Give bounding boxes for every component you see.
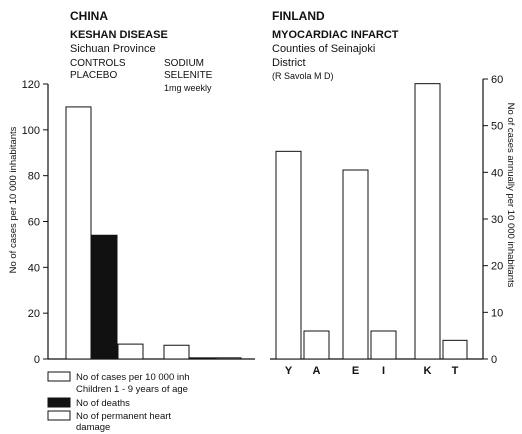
china-subtitle-2: Sichuan Province <box>70 43 156 55</box>
china-y-tick-label: 40 <box>28 262 40 274</box>
finland-y-tick-label: 10 <box>491 307 503 319</box>
finland-bar-k <box>414 83 441 360</box>
china-bar-cases-selenite <box>163 344 190 360</box>
legend-swatch-heart-damage <box>47 410 71 421</box>
finland-title: FINLAND <box>272 9 325 23</box>
china-subtitle-1: KESHAN DISEASE <box>70 29 168 41</box>
finland-y-tick-label: 50 <box>491 121 503 133</box>
finland-bar-i <box>370 330 397 360</box>
finland-y-axis-label: No of cases annually per 10 000 inhabita… <box>505 103 516 288</box>
china-bar-deaths-placebo <box>91 234 118 360</box>
china-y-axis-label: No of cases per 10 000 inhabitants <box>8 126 19 273</box>
china-y-tick-label: 60 <box>28 217 40 229</box>
legend-text-deaths: No of deaths <box>76 398 130 409</box>
legend-text-heart-damage-1: No of permanent heart <box>76 411 171 422</box>
legend-swatch-deaths <box>47 397 71 408</box>
finland-y-tick-label: 30 <box>491 214 503 226</box>
finland-bar-t <box>442 339 468 360</box>
legend-text-heart-damage-2: damage <box>76 422 110 433</box>
finland-x-tick-label: K <box>424 365 432 377</box>
finland-x-tick-label: I <box>382 365 385 377</box>
group-label-selenite-3: 1mg weekly <box>164 83 212 93</box>
finland-y-tick-label: 40 <box>491 167 503 179</box>
group-label-selenite-2: SELENITE <box>164 70 213 81</box>
finland-x-tick-label: A <box>313 365 321 377</box>
china-title: CHINA <box>70 9 108 23</box>
group-label-selenite-1: SODIUM <box>164 58 204 69</box>
finland-y-tick-label: 60 <box>491 74 503 86</box>
finland-x-tick-label: Y <box>285 365 293 377</box>
finland-bar-a <box>303 330 330 360</box>
china-y-tick-label: 120 <box>22 79 40 91</box>
china-bar-deaths-selenite <box>189 357 216 360</box>
finland-subtitle-3: District <box>272 57 306 69</box>
china-y-tick-label: 80 <box>28 171 40 183</box>
china-y-tick-label: 20 <box>28 308 40 320</box>
china-y-tick-label: 0 <box>34 354 40 366</box>
finland-bar-y <box>275 150 302 360</box>
china-bar-heart-damage-selenite <box>215 357 242 360</box>
finland-subtitle-1: MYOCARDIAC INFARCT <box>272 29 399 41</box>
group-label-controls-1: CONTROLS <box>70 58 126 69</box>
finland-x-tick-label: E <box>352 365 359 377</box>
finland-y-tick-label: 0 <box>491 354 497 366</box>
china-bar-heart-damage-placebo <box>117 343 144 360</box>
legend-text-cases-2: Children 1 - 9 years of age <box>76 384 188 395</box>
china-bar-cases-placebo <box>65 106 92 360</box>
group-label-controls-2: PLACEBO <box>70 70 117 81</box>
finland-subtitle-4: (R Savola M D) <box>272 71 334 81</box>
china-y-tick-label: 100 <box>22 125 40 137</box>
finland-bar-e <box>342 169 369 360</box>
legend-text-cases-1: No of cases per 10 000 inh <box>76 372 190 383</box>
finland-y-tick-label: 20 <box>491 261 503 273</box>
legend-swatch-cases <box>47 371 71 382</box>
finland-subtitle-2: Counties of Seinajoki <box>272 43 375 55</box>
finland-x-tick-label: T <box>452 365 459 377</box>
